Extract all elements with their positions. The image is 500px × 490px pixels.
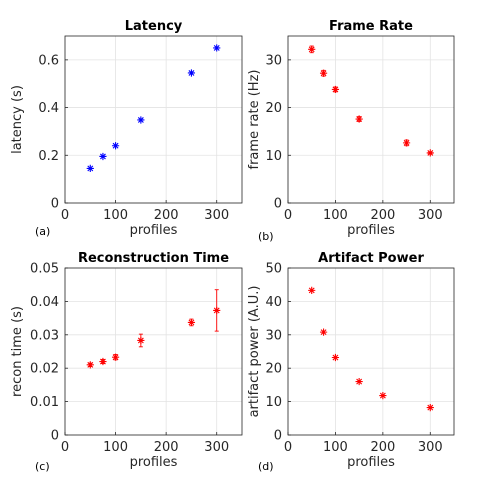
x-axis-label-c: profiles	[130, 455, 178, 470]
y-tick-label: 50	[265, 262, 282, 277]
x-tick-label: 200	[154, 208, 179, 223]
data-point	[187, 318, 196, 327]
axes-box-c	[64, 267, 243, 436]
data-point	[355, 115, 363, 123]
data-point	[86, 164, 94, 173]
x-tick-label: 300	[418, 208, 443, 223]
data-point	[308, 45, 316, 53]
x-tick-label: 300	[204, 208, 229, 223]
y-tick-label: 30	[265, 53, 282, 68]
y-tick-label: 0	[51, 429, 59, 444]
x-tick-label: 0	[61, 440, 69, 455]
x-axis-label-a: profiles	[130, 223, 178, 238]
y-tick-label: 0.04	[30, 295, 59, 310]
x-tick-label: 0	[61, 208, 69, 223]
chart-title-d: Artifact Power	[318, 251, 424, 266]
y-tick-label: 0.01	[30, 395, 59, 410]
x-tick-label: 100	[103, 440, 128, 455]
y-tick-label: 0.02	[30, 362, 59, 377]
y-axis-label-d: artifact power (A.U.)	[247, 286, 262, 418]
data-point	[331, 85, 340, 94]
y-tick-label: 10	[265, 149, 282, 164]
data-point	[213, 44, 221, 52]
data-point	[355, 377, 363, 386]
data-point	[319, 69, 328, 77]
x-tick-label: 200	[370, 440, 395, 455]
x-tick-label: 100	[103, 208, 128, 223]
x-tick-label: 100	[323, 440, 348, 455]
data-point	[308, 286, 316, 294]
data-point	[331, 353, 340, 362]
data-point	[137, 116, 145, 124]
x-tick-label: 100	[323, 208, 348, 223]
y-tick-label: 0.4	[38, 101, 59, 116]
axes-box-d	[287, 267, 455, 436]
data-point	[99, 152, 107, 161]
data-point	[426, 149, 434, 157]
axes-box-b	[287, 35, 455, 204]
x-axis-label-b: profiles	[347, 223, 395, 238]
data-point	[99, 357, 107, 366]
y-tick-label: 10	[265, 395, 282, 410]
y-axis-label-b: frame rate (Hz)	[247, 70, 262, 170]
x-tick-label: 300	[204, 440, 229, 455]
data-point	[426, 404, 434, 412]
data-point	[111, 353, 120, 361]
panel-label-c: (c)	[35, 460, 50, 473]
y-tick-label: 20	[265, 101, 282, 116]
y-tick-label: 0.03	[30, 328, 59, 343]
x-tick-label: 200	[370, 208, 395, 223]
data-point	[137, 336, 145, 345]
data-point	[379, 391, 387, 400]
y-tick-label: 0	[274, 429, 282, 444]
y-tick-label: 0.2	[38, 149, 59, 164]
y-tick-label: 0	[51, 197, 59, 212]
y-tick-label: 0	[274, 197, 282, 212]
panel-label-d: (d)	[258, 460, 274, 473]
plot-area-b	[288, 36, 454, 203]
x-axis-label-d: profiles	[347, 455, 395, 470]
plot-area-c	[65, 268, 242, 435]
data-point	[111, 142, 120, 150]
data-point	[402, 139, 411, 147]
y-tick-label: 0.05	[30, 262, 59, 277]
y-tick-label: 30	[265, 328, 282, 343]
plot-area-a	[65, 36, 242, 203]
axes-box-a	[64, 35, 243, 204]
chart-title-b: Frame Rate	[329, 19, 413, 34]
y-tick-label: 20	[265, 362, 282, 377]
data-point	[319, 328, 328, 336]
x-tick-label: 200	[154, 440, 179, 455]
plot-area-d	[288, 268, 454, 435]
panel-label-a: (a)	[35, 225, 51, 238]
x-tick-label: 0	[284, 208, 292, 223]
data-point	[187, 69, 196, 77]
data-point	[213, 306, 221, 315]
y-axis-label-c: recon time (s)	[10, 306, 25, 397]
chart-title-a: Latency	[125, 19, 183, 34]
panel-label-b: (b)	[258, 230, 274, 243]
y-tick-label: 40	[265, 295, 282, 310]
y-tick-label: 0.6	[38, 53, 59, 68]
chart-title-c: Reconstruction Time	[78, 251, 229, 266]
x-tick-label: 300	[418, 440, 443, 455]
y-axis-label-a: latency (s)	[10, 85, 25, 154]
data-point	[86, 361, 94, 369]
x-tick-label: 0	[284, 440, 292, 455]
